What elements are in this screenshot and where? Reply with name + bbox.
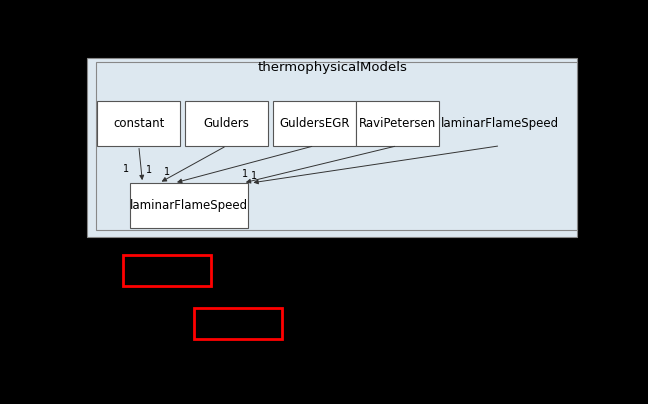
Text: thermophysicalModels: thermophysicalModels (257, 61, 407, 74)
Text: laminarFlameSpeed: laminarFlameSpeed (130, 199, 248, 212)
Bar (194, 308, 282, 339)
Text: GuldersEGR: GuldersEGR (279, 117, 350, 130)
Bar (96, 63, 577, 230)
Text: 1: 1 (146, 165, 152, 175)
Bar (122, 255, 211, 286)
Bar (185, 101, 268, 146)
Bar (87, 58, 577, 237)
Text: RaviPetersen: RaviPetersen (359, 117, 436, 130)
Text: constant: constant (113, 117, 165, 130)
Text: Gulders: Gulders (203, 117, 249, 130)
Text: 1: 1 (251, 170, 257, 181)
Bar (130, 183, 248, 228)
Text: 1: 1 (242, 169, 249, 179)
Text: 1: 1 (163, 167, 170, 177)
Text: laminarFlameSpeed: laminarFlameSpeed (441, 117, 559, 130)
Text: 1: 1 (123, 164, 130, 174)
Bar (273, 101, 356, 146)
Bar (97, 101, 180, 146)
Bar (356, 101, 439, 146)
